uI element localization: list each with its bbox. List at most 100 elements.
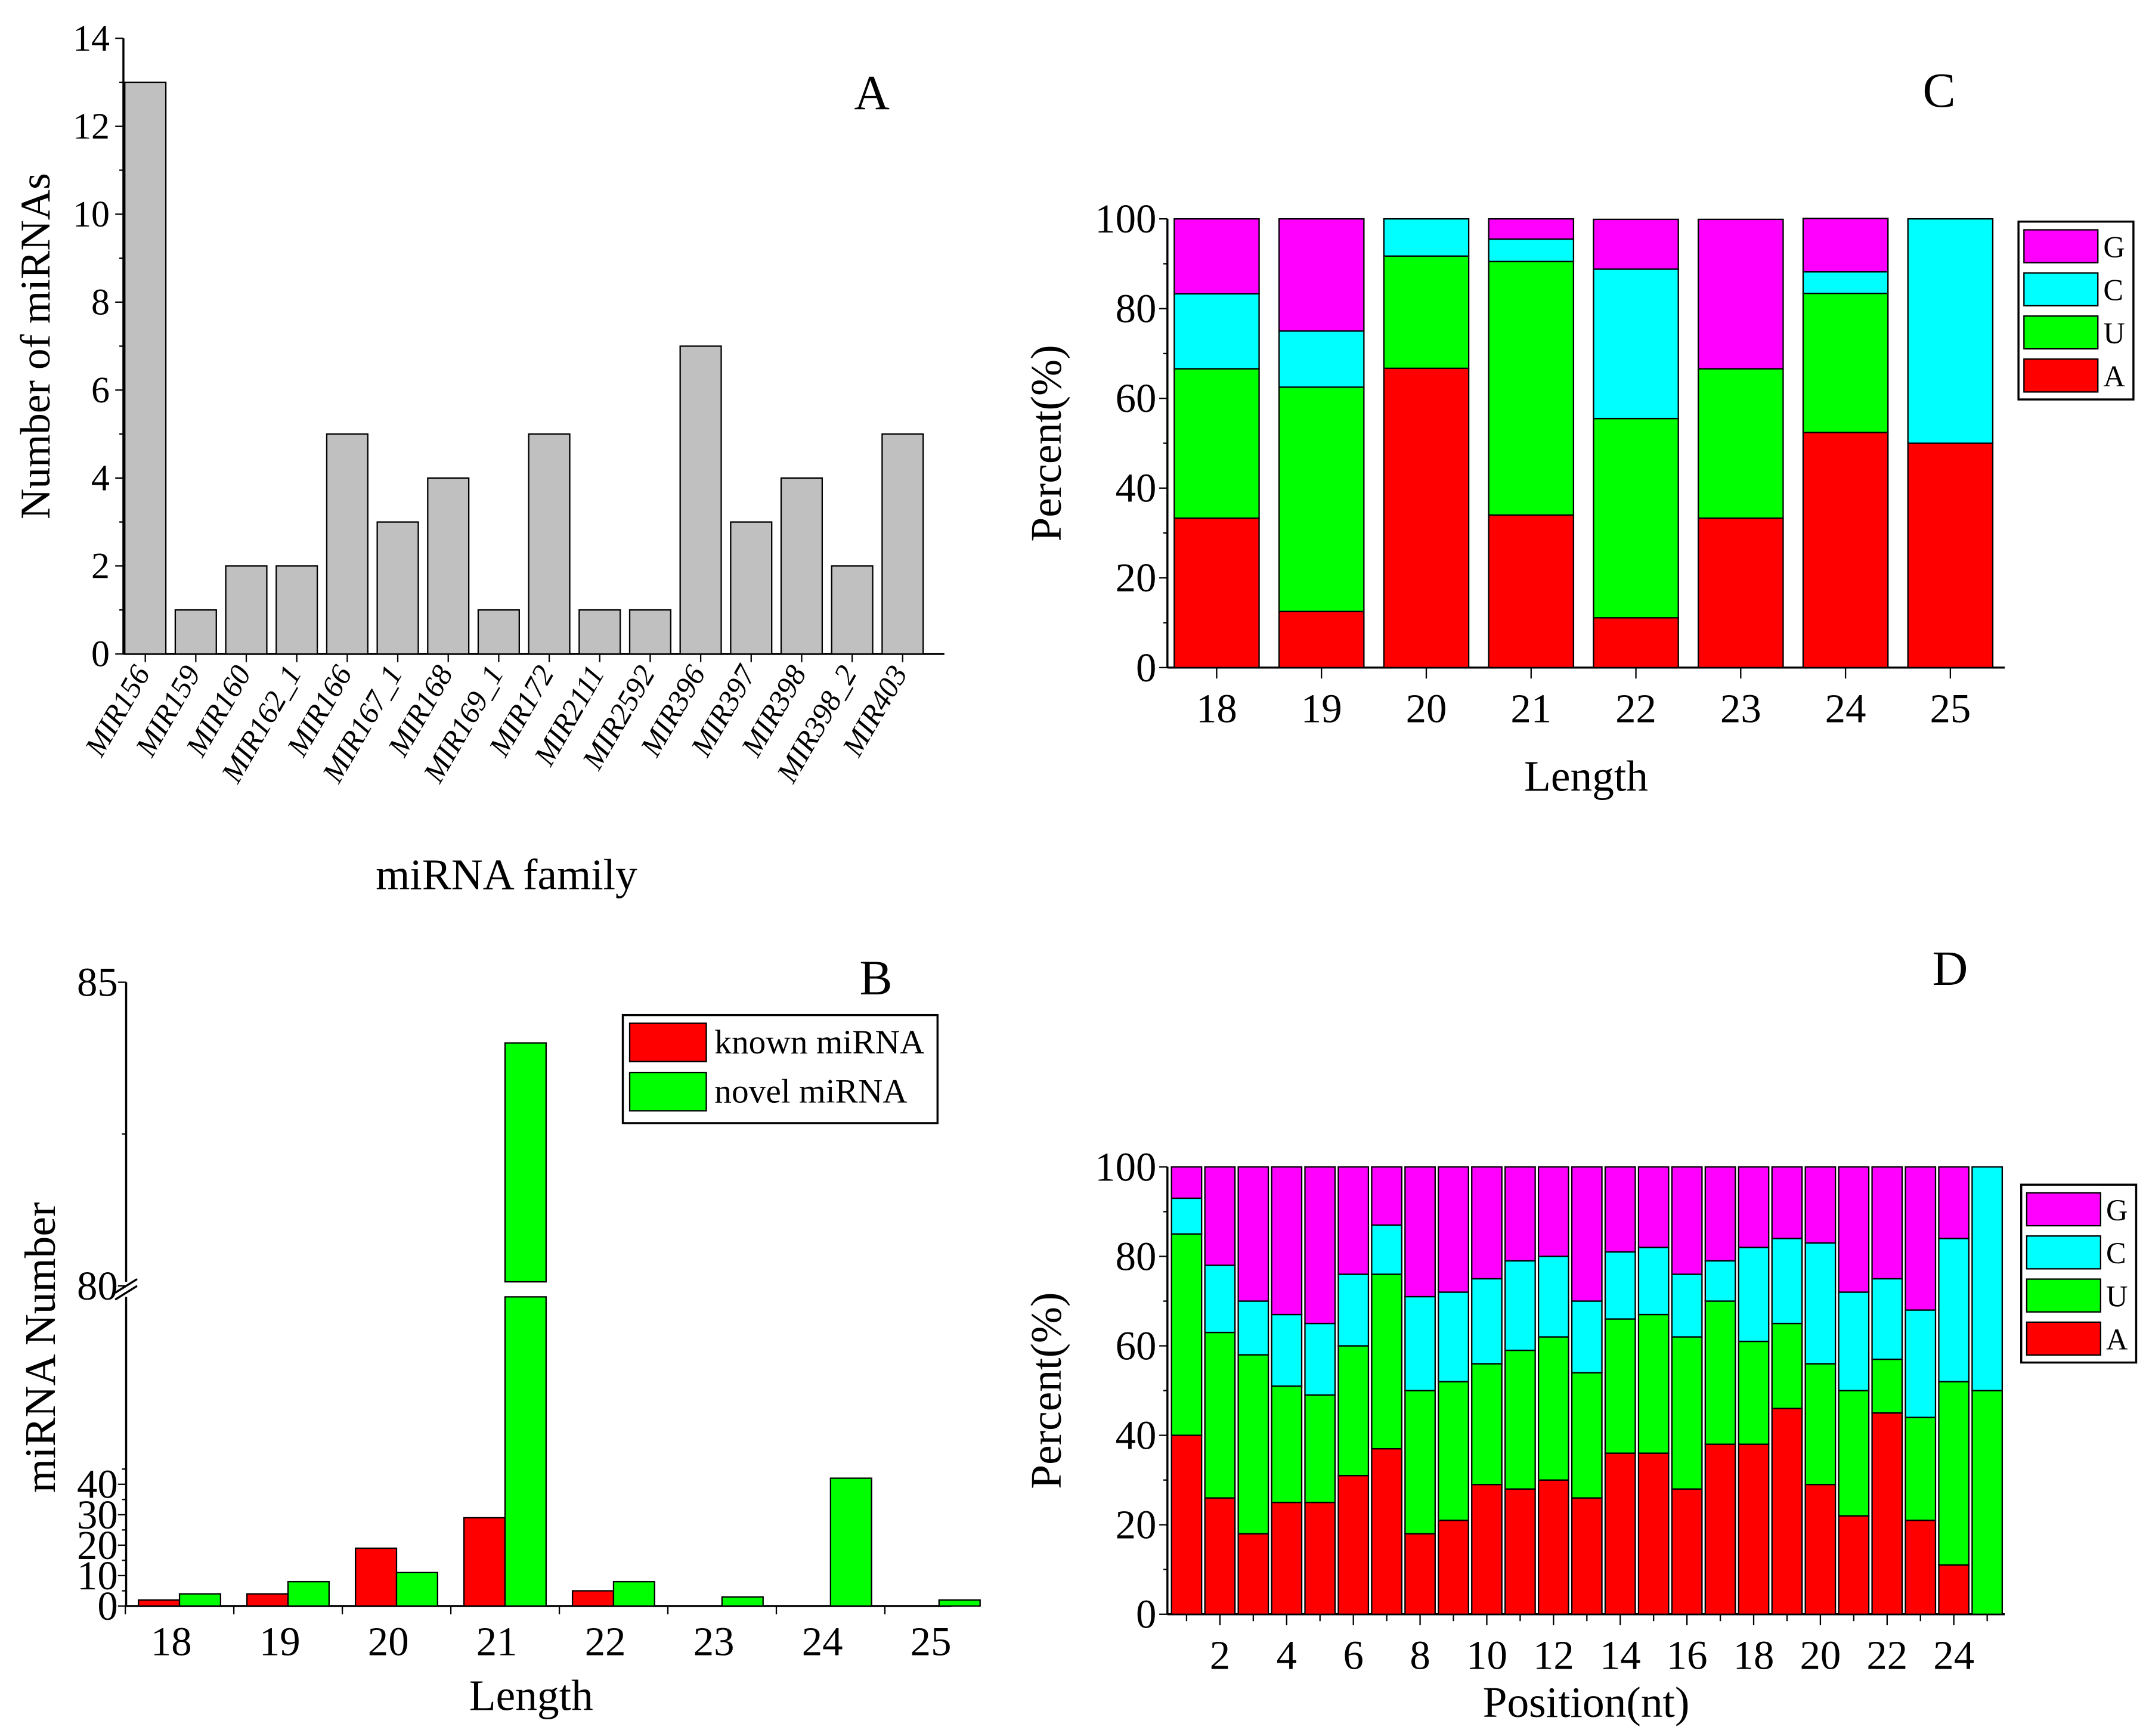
- y-tick-label: 100: [1095, 196, 1156, 241]
- legend-swatch-G: [2026, 1192, 2101, 1227]
- bar-segment-U-19: [1771, 1322, 1803, 1409]
- bar-segment-A-24: [1802, 432, 1889, 668]
- bar-MIR167_1: [376, 521, 419, 655]
- bar-segment-C-11: [1504, 1260, 1536, 1351]
- bar-segment-U-1: [1170, 1233, 1203, 1436]
- bar-segment-U-7: [1371, 1273, 1403, 1450]
- bar-segment-G-22: [1593, 218, 1679, 270]
- bar-segment-G-23: [1905, 1166, 1937, 1311]
- bar-segment-A-21: [1488, 514, 1575, 668]
- bar-segment-C-2: [1204, 1264, 1236, 1334]
- bar-segment-U-23: [1905, 1416, 1937, 1521]
- bar-segment-U-15: [1637, 1313, 1670, 1454]
- bar-segment-G-8: [1404, 1166, 1436, 1298]
- y-tick-label: 20: [1116, 555, 1157, 600]
- x-tick-label: 20: [1800, 1633, 1841, 1678]
- bar-segment-C-22: [1871, 1278, 1903, 1360]
- bar-segment-U-24: [1938, 1381, 1970, 1566]
- bar-segment-C-18: [1173, 293, 1260, 370]
- novel-bar-18: [178, 1593, 222, 1607]
- bar-segment-A-4: [1271, 1502, 1303, 1615]
- y-tick-label: 8: [91, 282, 110, 323]
- novel-bar-25: [938, 1599, 981, 1607]
- legend-label: G: [2103, 230, 2125, 264]
- bar-segment-U-10: [1471, 1363, 1503, 1486]
- bar-segment-U-4: [1271, 1385, 1303, 1504]
- x-tick-label: 25: [1930, 686, 1971, 731]
- bar-segment-U-19: [1278, 386, 1365, 612]
- bar-segment-C-15: [1637, 1247, 1670, 1316]
- bar-MIR396: [679, 345, 722, 655]
- y-tick-label: 40: [1116, 466, 1157, 511]
- bar-MIR166: [326, 433, 368, 655]
- novel-bar-24: [829, 1477, 872, 1607]
- bar-segment-C-17: [1704, 1260, 1736, 1302]
- bar-segment-A-25: [1907, 442, 1994, 668]
- bar-segment-U-2: [1204, 1331, 1236, 1499]
- bar-segment-A-23: [1698, 517, 1784, 668]
- y-tick-label: 40: [77, 1462, 118, 1507]
- bar-segment-G-11: [1504, 1166, 1536, 1262]
- bar-segment-A-1: [1170, 1434, 1203, 1615]
- legend-label: A: [2106, 1323, 2128, 1356]
- bar-segment-C-19: [1771, 1238, 1803, 1325]
- x-tick-label: 22: [1615, 686, 1656, 731]
- bar-segment-U-23: [1698, 368, 1784, 519]
- bar-segment-G-17: [1704, 1166, 1736, 1262]
- bar-segment-U-25: [1971, 1390, 2003, 1615]
- novel-bar-23: [721, 1596, 764, 1607]
- legend-swatch-A: [2023, 358, 2099, 393]
- bar-segment-G-10: [1471, 1166, 1503, 1280]
- bar-segment-A-19: [1771, 1408, 1803, 1615]
- y-tick-label: 10: [73, 194, 110, 235]
- bar-segment-A-11: [1504, 1488, 1536, 1615]
- bar-segment-U-5: [1304, 1394, 1336, 1504]
- legend-swatch: [628, 1022, 707, 1062]
- bar-segment-U-24: [1802, 292, 1889, 433]
- bar-segment-C-3: [1237, 1300, 1269, 1356]
- legend-swatch-G: [2023, 229, 2099, 264]
- known-bar-21: [463, 1517, 506, 1607]
- bar-segment-G-22: [1871, 1166, 1903, 1280]
- bar-segment-A-9: [1438, 1520, 1469, 1615]
- bar-segment-U-13: [1571, 1372, 1603, 1499]
- bar-segment-A-12: [1537, 1479, 1569, 1615]
- y-tick-label: 0: [97, 1583, 117, 1629]
- legend-swatch: [628, 1071, 707, 1112]
- panel-c-chart: 0 20 40 60 80 100 18 19 20 21 22 23 24 25 Percent(%) Le…: [1022, 63, 2135, 800]
- bar-segment-U-20: [1383, 255, 1470, 369]
- bar-segment-A-14: [1604, 1452, 1636, 1615]
- bar-segment-G-19: [1771, 1166, 1803, 1239]
- bar-segment-A-21: [1838, 1515, 1870, 1615]
- y-tick-label: 0: [91, 634, 110, 675]
- bar-segment-U-9: [1438, 1381, 1469, 1521]
- bar-segment-G-1: [1170, 1166, 1203, 1199]
- bar-segment-U-16: [1671, 1336, 1703, 1490]
- bar-segment-A-24: [1938, 1564, 1970, 1615]
- legend-label: known miRNA: [714, 1024, 924, 1061]
- known-bar-18: [138, 1599, 181, 1607]
- bar-segment-C-21: [1838, 1291, 1870, 1391]
- x-tick-label: 14: [1600, 1633, 1641, 1678]
- x-tick-label: 22: [585, 1619, 626, 1664]
- bar-MIR159: [174, 609, 217, 655]
- bar-segment-U-18: [1738, 1340, 1770, 1445]
- bar-segment-A-7: [1371, 1447, 1403, 1615]
- bar-segment-A-22: [1871, 1412, 1903, 1615]
- x-tick-label: 21: [1510, 686, 1552, 731]
- x-tick-label: 24: [1825, 686, 1866, 731]
- y-tick-label: 30: [77, 1492, 118, 1537]
- x-tick-label: 18: [151, 1619, 192, 1664]
- bar-segment-G-15: [1637, 1166, 1670, 1248]
- y-tick-label: 2: [91, 546, 110, 587]
- x-tick-label: 21: [476, 1619, 518, 1664]
- bar-segment-U-6: [1337, 1345, 1370, 1477]
- bar-segment-C-22: [1593, 268, 1679, 420]
- legend-swatch-U: [2026, 1278, 2101, 1313]
- bar-segment-C-24: [1938, 1238, 1970, 1382]
- bar-MIR168: [427, 477, 470, 655]
- known-bar-22: [571, 1590, 615, 1607]
- bar-MIR2592: [628, 609, 671, 655]
